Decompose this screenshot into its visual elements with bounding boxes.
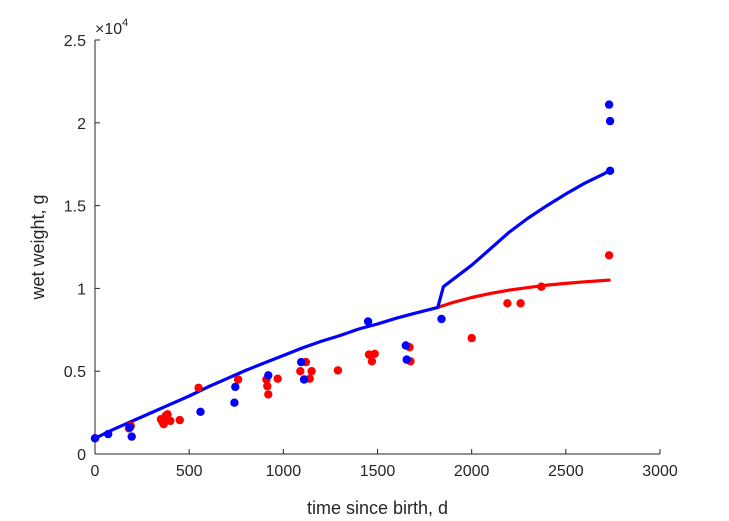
red-data-point [194, 383, 203, 392]
red-data-point [233, 375, 243, 384]
blue-fit-line [93, 169, 611, 440]
red-data-point [370, 349, 379, 358]
red-data-point [467, 333, 476, 343]
y-axis-label: wet weight, g [28, 194, 48, 300]
blue-data-point [90, 434, 100, 443]
x-tick-label: 2000 [454, 463, 490, 480]
blue-data-point [605, 116, 615, 126]
blue-data-point [264, 371, 273, 380]
red-data-point [367, 357, 377, 366]
blue-data-point [125, 423, 134, 432]
y-tick-label: 1.5 [64, 199, 86, 216]
blue-data-point [605, 166, 615, 175]
red-data-point [503, 299, 512, 308]
x-tick-label: 0 [91, 463, 100, 480]
red-data-point [333, 366, 343, 375]
red-data-point [159, 420, 168, 429]
red-data-point [296, 367, 305, 376]
blue-data-point [127, 432, 136, 441]
y-tick-label: 1 [77, 281, 86, 298]
y-axis-multiplier-base: ×10 [95, 21, 122, 38]
y-tick-label: 0 [77, 447, 86, 464]
blue-data-point [297, 357, 306, 367]
blue-data-point [401, 341, 410, 350]
y-axis-multiplier: ×104 [95, 17, 128, 38]
blue-data-point [299, 375, 309, 384]
blue-data-point [231, 382, 240, 392]
red-data-point [537, 282, 546, 291]
blue-data-point [196, 407, 205, 416]
y-tick-label: 2 [77, 116, 86, 133]
blue-data-point [402, 355, 411, 364]
y-tick-label: 0.5 [64, 364, 86, 381]
y-axis-multiplier-power: 4 [122, 17, 128, 29]
red-data-point [273, 374, 282, 383]
chart-marks [90, 100, 615, 443]
blue-data-point [230, 398, 239, 407]
red-data-point [604, 251, 614, 260]
x-axis-label: time since birth, d [307, 498, 448, 518]
x-tick-label: 500 [176, 463, 203, 480]
blue-data-point [437, 314, 446, 324]
red-data-point [263, 381, 272, 391]
axes: 0 500 1000 1500 2000 2500 3000 0 0.5 1 1.5 2 2.5 [64, 33, 678, 480]
blue-data-point [104, 429, 113, 439]
red-data-point [166, 416, 175, 426]
x-tick-label: 1000 [266, 463, 302, 480]
x-tick-label: 2500 [548, 463, 584, 480]
red-data-point [264, 390, 273, 399]
y-tick-label: 2.5 [64, 33, 86, 50]
blue-data-point [363, 317, 373, 326]
x-tick-label: 3000 [642, 463, 678, 480]
red-data-point [307, 367, 316, 376]
red-data-point [175, 415, 184, 425]
x-tick-label: 1500 [360, 463, 396, 480]
red-data-point [163, 410, 172, 419]
red-fit-line [436, 278, 611, 309]
red-data-point [516, 299, 525, 308]
blue-data-point [604, 100, 614, 109]
